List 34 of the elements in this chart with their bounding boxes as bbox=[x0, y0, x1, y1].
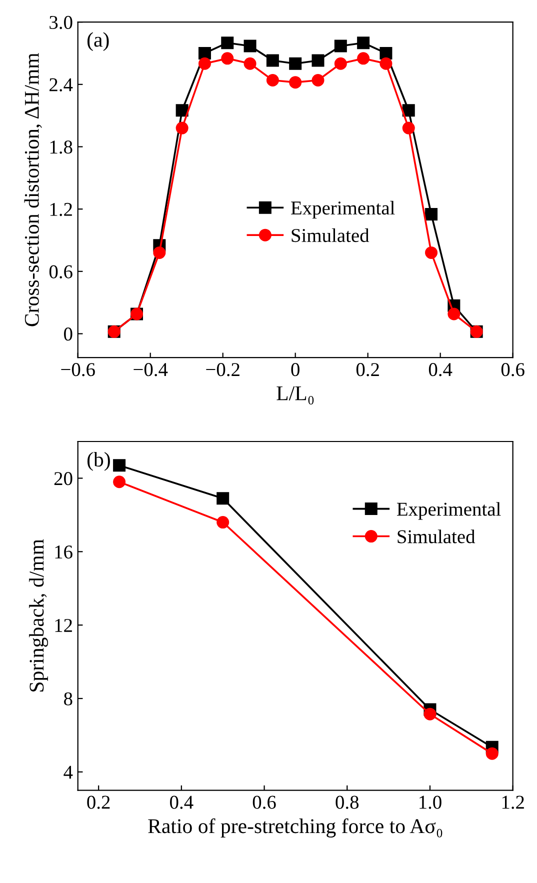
x-tick-label: 1.2 bbox=[502, 796, 524, 809]
legend-label: Experimental bbox=[291, 200, 395, 219]
x-axis-title: Ratio of pre-stretching force to Aσ₀ bbox=[148, 818, 442, 838]
y-tick-label: 20 bbox=[54, 472, 72, 486]
annotation: (a) bbox=[87, 32, 109, 52]
legend-label: Simulated bbox=[292, 228, 370, 242]
y-tick-label: 1.2 bbox=[50, 202, 72, 216]
y-tick-label: 3.0 bbox=[50, 16, 72, 30]
x-tick-label: 0.2 bbox=[87, 796, 110, 809]
y-axis-title: Cross-section distortion, ΔH/mm bbox=[24, 52, 42, 326]
x-tick-label: 0 bbox=[291, 363, 300, 376]
annotation: (b) bbox=[87, 452, 110, 471]
y-tick-label: 1.8 bbox=[50, 140, 72, 154]
x-tick-label: 1.0 bbox=[420, 796, 442, 809]
y-tick-label: 4 bbox=[64, 766, 73, 779]
y-axis-title: Springback, d/mm bbox=[29, 539, 48, 692]
x-tick-label: −0.2 bbox=[206, 363, 240, 376]
x-tick-label: −0.6 bbox=[61, 363, 95, 376]
y-tick-label: 0.6 bbox=[49, 265, 72, 278]
y-tick-label: 2.4 bbox=[50, 78, 73, 92]
x-tick-label: 0.6 bbox=[501, 363, 524, 376]
x-tick-label: 0.4 bbox=[170, 796, 194, 809]
x-axis-title: L/L₀ bbox=[276, 386, 314, 404]
x-tick-label: −0.4 bbox=[134, 363, 168, 376]
legend-label: Experimental bbox=[396, 502, 501, 520]
y-tick-label: 0 bbox=[64, 328, 72, 341]
x-tick-label: 0.8 bbox=[336, 796, 359, 809]
x-tick-label: 0.6 bbox=[252, 796, 276, 809]
x-tick-label: 0.4 bbox=[428, 363, 452, 376]
legend-label: Simulated bbox=[398, 530, 476, 544]
y-tick-label: 16 bbox=[55, 546, 72, 559]
x-tick-label: 0.2 bbox=[356, 363, 379, 376]
y-tick-label: 12 bbox=[55, 618, 72, 632]
y-tick-label: 8 bbox=[64, 692, 72, 706]
